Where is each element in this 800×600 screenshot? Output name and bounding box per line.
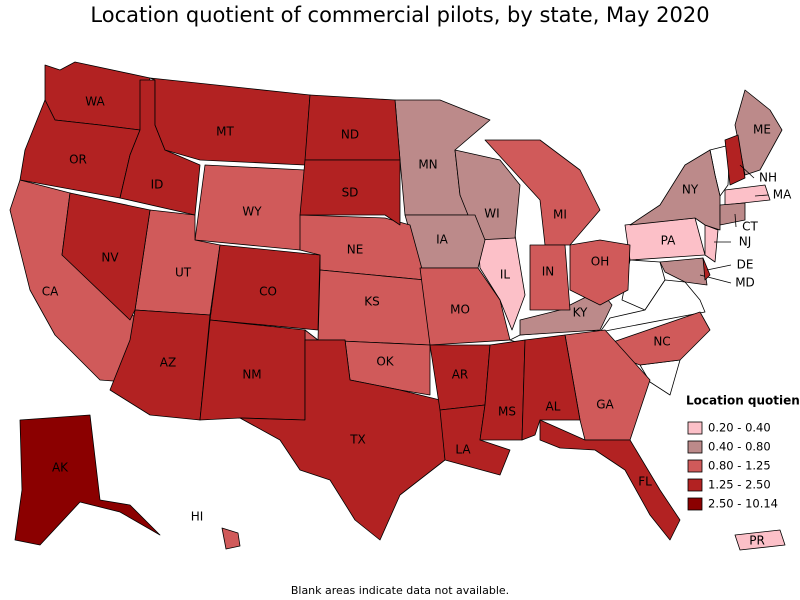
state-label: OH [591, 255, 609, 269]
legend-swatch [687, 421, 703, 435]
state-label: PA [661, 234, 676, 248]
state [724, 184, 771, 206]
state-label: MN [418, 158, 437, 172]
state [209, 244, 321, 331]
legend-label: 0.20 - 0.40 [708, 421, 771, 435]
state-label: MD [735, 276, 755, 290]
legend-label: 1.25 - 2.50 [708, 478, 771, 492]
state-label: NJ [739, 235, 752, 249]
state [659, 257, 708, 286]
leader-line [734, 213, 737, 228]
state-label: NE [347, 243, 364, 257]
blank-states [509, 144, 731, 396]
state [724, 134, 746, 186]
state [149, 77, 311, 166]
legend-swatch [687, 440, 703, 454]
state [529, 244, 571, 311]
state-label: IA [436, 233, 449, 247]
state-label: MO [450, 303, 470, 317]
state [299, 159, 401, 226]
state-label: NV [101, 251, 119, 265]
state [704, 224, 719, 263]
legend: Location quotient 0.20 - 0.40 0.40 - 0.80… [686, 394, 800, 511]
state-label: AR [452, 368, 469, 382]
state-label: MT [216, 125, 234, 139]
state-label: AZ [160, 356, 176, 370]
state-label: NC [653, 335, 670, 349]
state-label: CA [42, 285, 59, 299]
state [539, 419, 681, 541]
state-label: DE [737, 258, 754, 272]
state-label: IL [500, 268, 511, 282]
state [734, 89, 783, 176]
state-label: KS [364, 295, 380, 309]
state-label: FL [638, 475, 652, 489]
state-label: WY [242, 205, 262, 219]
state-label: SD [342, 186, 359, 200]
state [702, 257, 711, 281]
state [734, 529, 786, 551]
legend-title: Location quotient [686, 394, 800, 408]
state-label: IN [542, 265, 555, 279]
state-label: NM [242, 368, 261, 382]
state-label: ND [341, 128, 359, 142]
state [221, 527, 241, 550]
state-label: HI [191, 510, 204, 524]
state-label: WA [85, 95, 105, 109]
legend-swatch [687, 497, 703, 511]
leader-line [754, 194, 769, 197]
state-label: KY [573, 306, 588, 320]
state [239, 339, 446, 541]
state-label: AL [546, 400, 561, 414]
state-label: AK [52, 461, 69, 475]
state-label: LA [455, 443, 471, 457]
state [109, 309, 211, 421]
state-blank [599, 279, 706, 333]
state-label: MS [498, 405, 516, 419]
title: Location quotient of commercial pilots, … [90, 3, 709, 27]
state [629, 149, 721, 231]
state-label: NY [682, 183, 699, 197]
legend-label: 2.50 - 10.14 [708, 497, 778, 511]
leader-line [706, 264, 732, 271]
legend-swatch [687, 478, 703, 492]
footnote: Blank areas indicate data not available. [291, 584, 509, 597]
state-label: NH [759, 171, 777, 185]
state-label: GA [596, 398, 614, 412]
state [569, 239, 631, 306]
legend-label: 0.40 - 0.80 [708, 440, 771, 454]
state-label: PR [749, 534, 765, 548]
state-label: CO [259, 285, 277, 299]
state [14, 414, 161, 546]
state-label: UT [175, 266, 192, 280]
legend-label: 0.80 - 1.25 [708, 459, 771, 473]
state-label: WI [484, 207, 499, 221]
state-label: OR [69, 153, 87, 167]
state-label: ID [151, 178, 164, 192]
state-label: MI [553, 208, 567, 222]
leader-line [739, 164, 755, 179]
state-label: CT [742, 220, 758, 234]
state-label: ME [753, 123, 771, 137]
state-label: OK [376, 355, 394, 369]
states: IL PA NJ MA PR MN WI IA NY KY ME CT MD CA WY UT NE KS OK MO… [9, 61, 792, 551]
state [419, 267, 511, 346]
state-label: TX [349, 433, 366, 447]
state-label: MA [773, 188, 792, 202]
state [719, 202, 746, 226]
legend-swatch [687, 459, 703, 473]
state [61, 192, 151, 321]
